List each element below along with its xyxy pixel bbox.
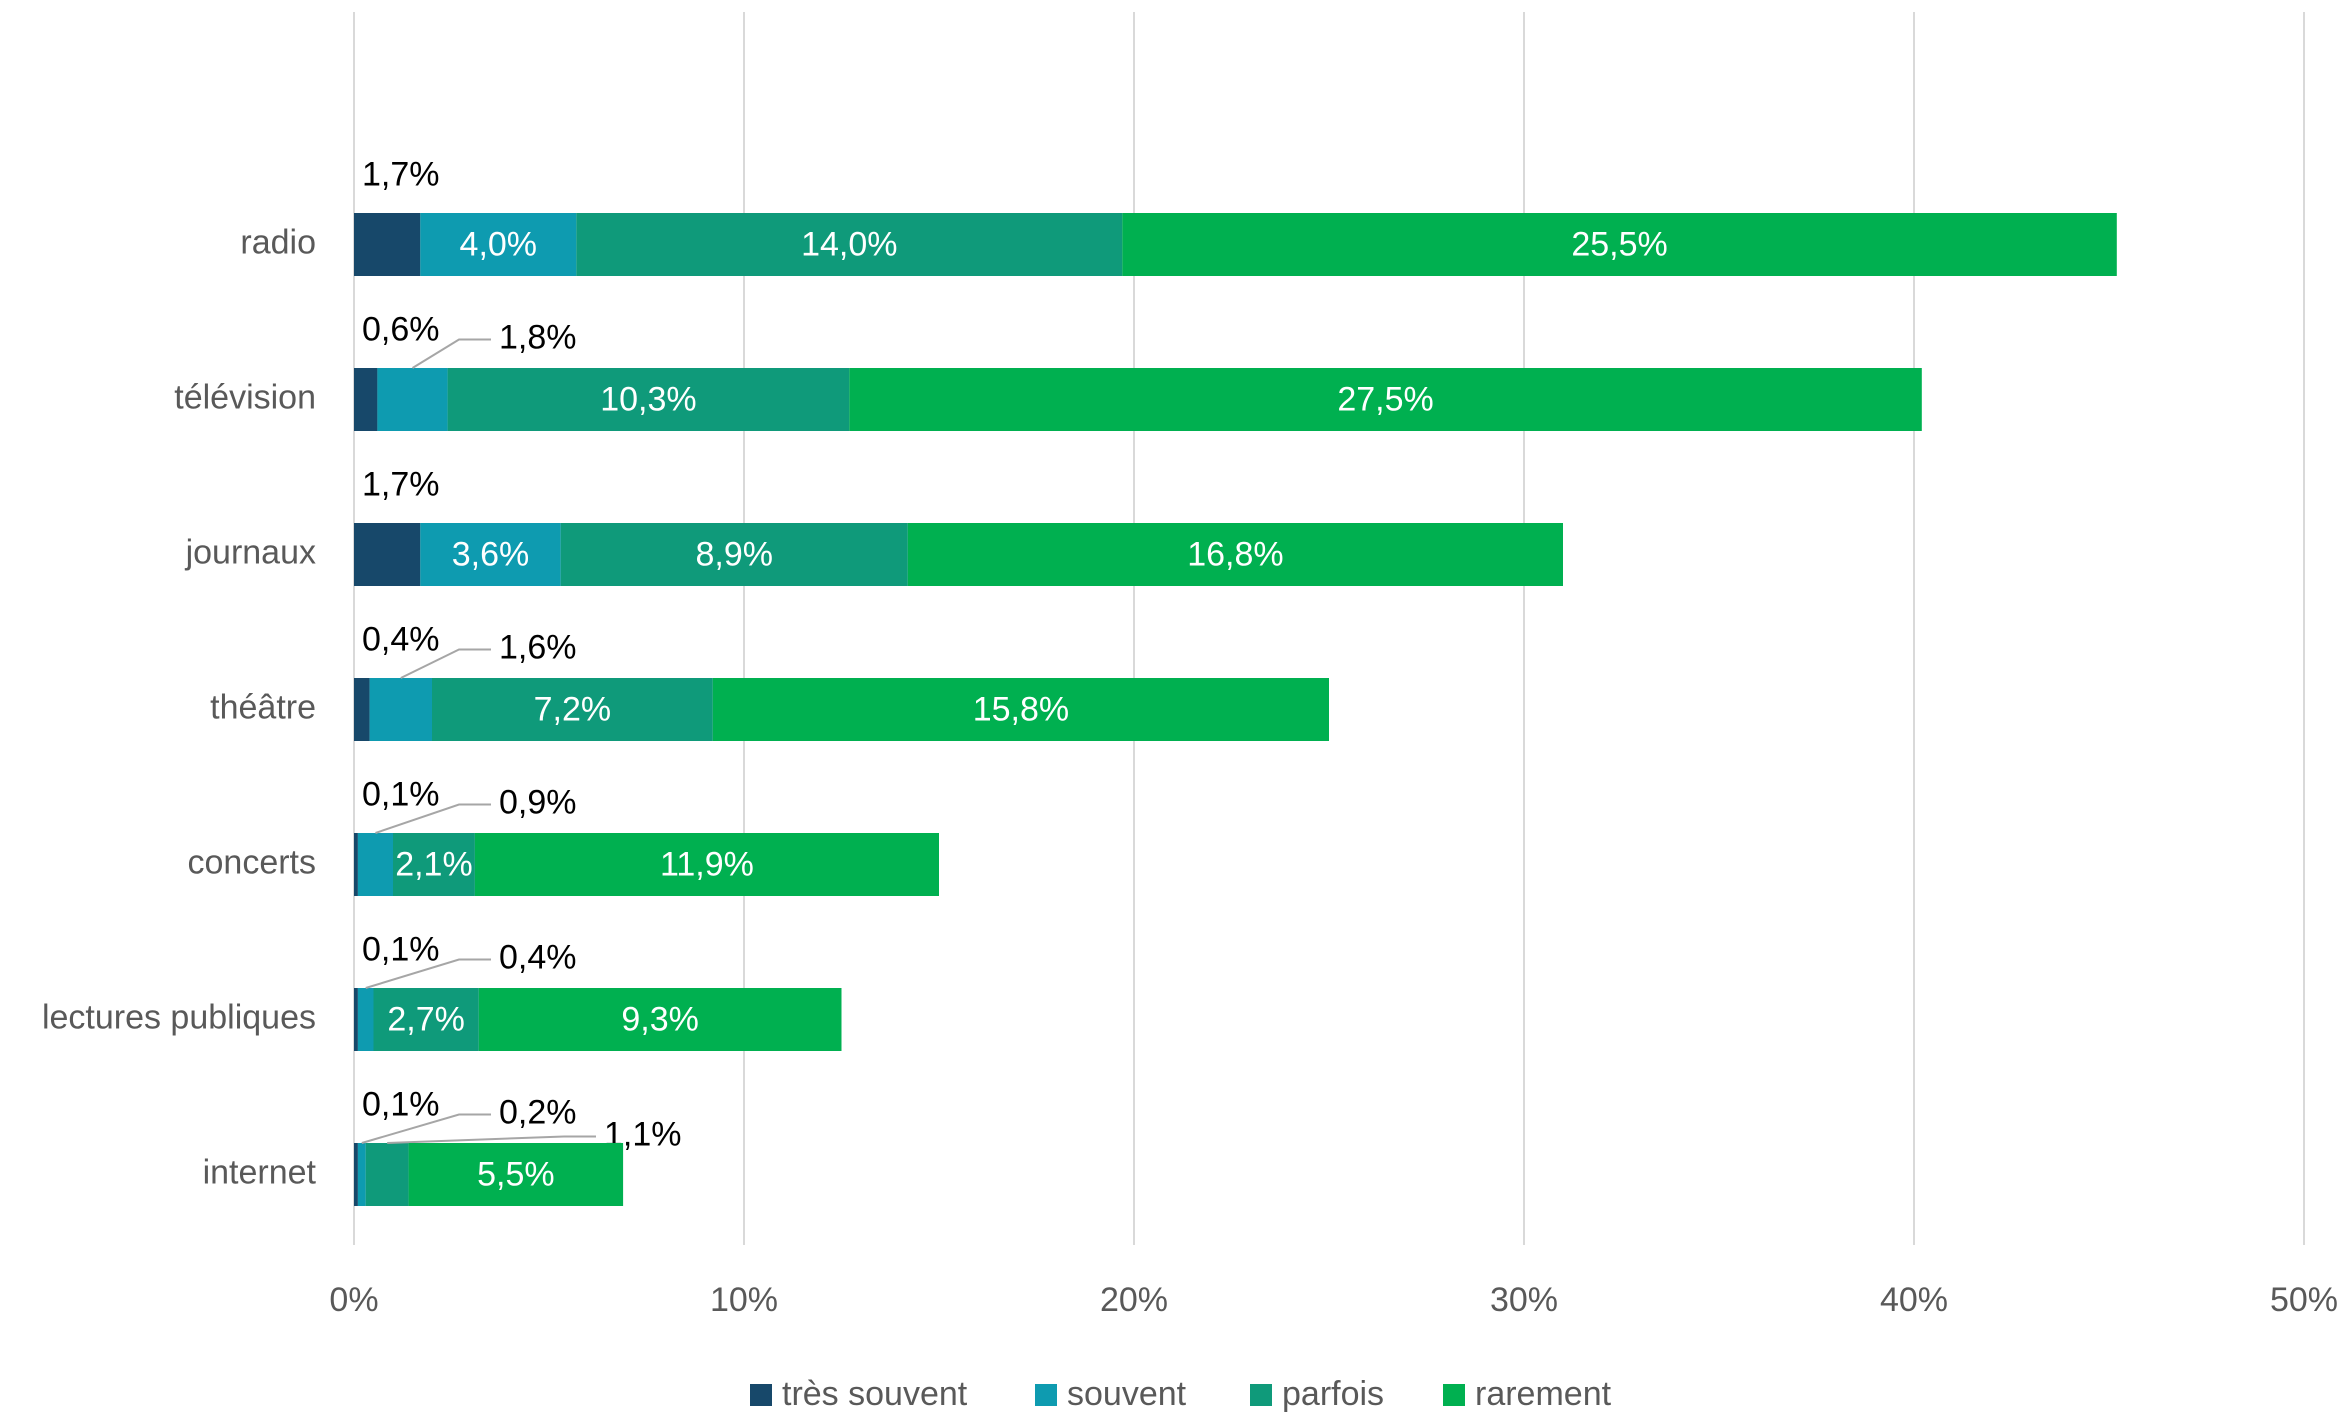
bar-segment	[907, 523, 1563, 586]
bar-segment	[354, 213, 421, 276]
leader-line	[365, 958, 491, 989]
bar-segment	[849, 368, 1922, 431]
y-tick-label: concerts	[188, 843, 317, 881]
bar-segment	[1122, 213, 2117, 276]
data-label: 2,7%	[387, 1000, 465, 1038]
data-label: 5,5%	[477, 1155, 555, 1193]
bar-segment	[354, 833, 358, 896]
x-tick-label: 40%	[1880, 1281, 1948, 1319]
bar-segment	[408, 1143, 624, 1206]
x-tick-label: 10%	[710, 1281, 778, 1319]
data-label: 0,4%	[499, 938, 577, 976]
bar-segment	[447, 368, 850, 431]
bar-segment	[474, 833, 939, 896]
x-tick-label: 50%	[2270, 1281, 2338, 1319]
data-label: 0,1%	[362, 775, 440, 813]
data-label: 4,0%	[460, 225, 538, 263]
data-label: 16,8%	[1187, 535, 1283, 573]
data-label: 27,5%	[1337, 380, 1433, 418]
y-tick-label: télévision	[174, 378, 316, 416]
leader-line	[361, 1113, 491, 1144]
data-label: 0,1%	[362, 1085, 440, 1123]
bar-segment	[354, 988, 358, 1051]
legend-swatch	[750, 1384, 772, 1406]
data-label: 14,0%	[801, 225, 897, 263]
bar-segment	[373, 988, 479, 1051]
bar-segment	[393, 833, 475, 896]
legend-label: très souvent	[782, 1375, 968, 1413]
data-label: 9,3%	[621, 1000, 699, 1038]
x-tick-label: 20%	[1100, 1281, 1168, 1319]
bar-segment	[420, 213, 577, 276]
data-label: 0,9%	[499, 783, 577, 821]
data-label: 15,8%	[973, 690, 1069, 728]
legend-label: souvent	[1067, 1375, 1187, 1413]
bar-segment	[377, 368, 448, 431]
data-label: 8,9%	[696, 535, 774, 573]
bar-segment	[365, 1143, 409, 1206]
y-tick-label: journaux	[185, 533, 316, 571]
bar-segment	[560, 523, 908, 586]
bar-segment	[576, 213, 1123, 276]
bar-segment	[432, 678, 713, 741]
data-label: 1,6%	[499, 628, 577, 666]
y-tick-label: radio	[240, 223, 316, 261]
bar-segment	[369, 678, 432, 741]
bar-segment	[354, 523, 421, 586]
bar-segment	[420, 523, 561, 586]
bar-segment	[478, 988, 842, 1051]
data-label: 0,2%	[499, 1093, 577, 1131]
data-label: 0,6%	[362, 310, 440, 348]
data-label: 10,3%	[600, 380, 696, 418]
x-tick-label: 0%	[329, 1281, 378, 1319]
bar-segment	[357, 988, 374, 1051]
data-label: 1,7%	[362, 155, 440, 193]
legend-swatch	[1250, 1384, 1272, 1406]
data-label: 0,1%	[362, 930, 440, 968]
legend-swatch	[1035, 1384, 1057, 1406]
bar-segment	[354, 368, 378, 431]
y-tick-label: internet	[203, 1153, 317, 1191]
legend-label: parfois	[1282, 1375, 1384, 1413]
bar-segment	[357, 833, 393, 896]
bar-segment	[357, 1143, 366, 1206]
legend-swatch	[1443, 1384, 1465, 1406]
data-label: 1,8%	[499, 318, 577, 356]
leader-line	[387, 1135, 596, 1144]
data-label: 0,4%	[362, 620, 440, 658]
bar-segment	[354, 678, 370, 741]
data-label: 1,7%	[362, 465, 440, 503]
leader-line	[400, 648, 491, 679]
bar-segment	[354, 1143, 358, 1206]
x-tick-label: 30%	[1490, 1281, 1558, 1319]
data-label: 11,9%	[660, 845, 754, 883]
y-tick-label: lectures publiques	[42, 998, 316, 1036]
bar-segment	[712, 678, 1329, 741]
leader-line	[411, 338, 491, 369]
data-label: 25,5%	[1571, 225, 1667, 263]
data-label: 7,2%	[534, 690, 612, 728]
legend-label: rarement	[1475, 1375, 1612, 1413]
data-label: 3,6%	[452, 535, 530, 573]
y-tick-label: théâtre	[210, 688, 316, 726]
leader-line	[375, 803, 491, 834]
data-label: 2,1%	[395, 845, 473, 883]
